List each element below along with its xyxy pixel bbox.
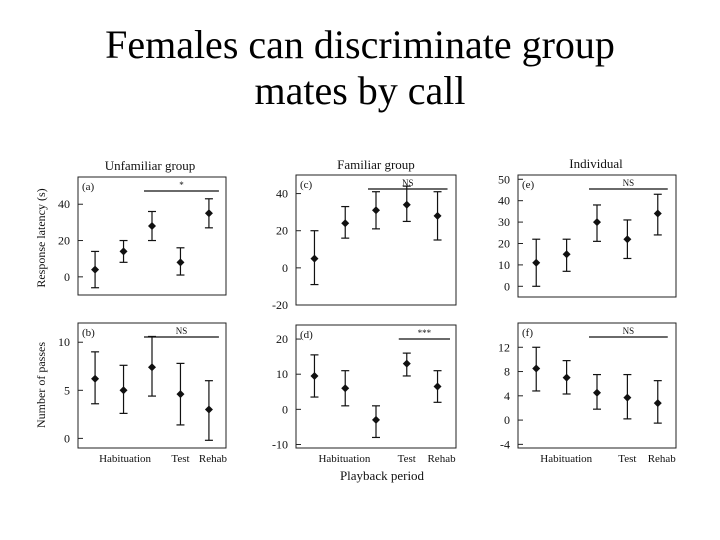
panel-frame-a bbox=[77, 176, 227, 296]
data-point-f-3 bbox=[623, 393, 632, 402]
ytick-label-d-0: -10 bbox=[272, 437, 288, 451]
data-point-e-1 bbox=[562, 250, 571, 259]
ylabel-passes: Number of passes bbox=[34, 342, 48, 428]
data-point-d-1 bbox=[341, 384, 350, 393]
panel-label-f: (f) bbox=[522, 327, 533, 339]
ytick-label-d-1: 0 bbox=[282, 402, 288, 416]
column-title-familiar: Familiar group bbox=[337, 157, 415, 172]
category-label-f-0: Habituation bbox=[540, 453, 592, 465]
ytick-label-f-4: 12 bbox=[498, 340, 510, 354]
panel-label-a: (a) bbox=[82, 181, 95, 193]
data-point-f-2 bbox=[593, 388, 601, 397]
data-point-a-3 bbox=[176, 258, 185, 267]
data-point-b-1 bbox=[119, 386, 128, 395]
category-label-f-4: Rehab bbox=[648, 453, 677, 465]
ytick-label-a-2: 40 bbox=[58, 197, 70, 211]
ytick-label-e-0: 0 bbox=[504, 279, 510, 293]
slide-title-line-1: Females can discriminate group bbox=[105, 22, 615, 67]
data-point-b-2 bbox=[148, 363, 156, 372]
panel-label-b: (b) bbox=[82, 327, 95, 339]
slide-title-line-2: mates by call bbox=[254, 68, 466, 113]
panel-c: (c) -20 0 20 40 NS bbox=[272, 174, 457, 312]
category-label-d-4: Rehab bbox=[427, 453, 456, 465]
category-label-d-3: Test bbox=[398, 453, 416, 465]
data-point-c-1 bbox=[341, 219, 350, 228]
ytick-label-c-3: 40 bbox=[276, 187, 288, 201]
panel-label-c: (c) bbox=[300, 179, 313, 191]
data-point-b-4 bbox=[204, 405, 213, 414]
panel-label-e: (e) bbox=[522, 179, 535, 191]
data-point-c-2 bbox=[372, 206, 380, 215]
data-point-a-1 bbox=[119, 247, 128, 256]
ytick-label-b-2: 10 bbox=[58, 335, 70, 349]
panel-d: (d) -10 0 10 20 *** Habituation Test Rehab bbox=[272, 324, 457, 465]
ytick-label-c-0: -20 bbox=[272, 298, 288, 312]
category-label-b-0: Habituation bbox=[99, 453, 151, 465]
category-label-b-3: Test bbox=[171, 453, 189, 465]
data-point-d-4 bbox=[433, 382, 442, 391]
significance-label-e: NS bbox=[623, 178, 635, 188]
data-point-a-4 bbox=[204, 209, 213, 218]
ytick-label-c-1: 0 bbox=[282, 261, 288, 275]
ytick-label-e-2: 20 bbox=[498, 236, 510, 250]
significance-label-d: *** bbox=[418, 328, 432, 338]
panel-frame-d bbox=[295, 324, 457, 449]
ytick-label-b-1: 5 bbox=[64, 383, 70, 397]
panel-b: (b) 0 5 10 NS Habituation Test Rehab bbox=[58, 322, 228, 465]
data-point-e-2 bbox=[593, 218, 601, 227]
data-point-d-2 bbox=[372, 415, 380, 424]
data-point-e-3 bbox=[623, 235, 632, 244]
slide-title: Females can discriminate group mates by … bbox=[0, 22, 720, 114]
ytick-label-b-0: 0 bbox=[64, 431, 70, 445]
panel-frame-c bbox=[295, 174, 457, 306]
panel-a: (a) 0 20 40 * bbox=[58, 176, 227, 296]
panel-e: (e) 0 10 20 30 40 50 NS bbox=[498, 172, 677, 298]
data-point-f-1 bbox=[562, 373, 571, 382]
data-point-d-3 bbox=[402, 359, 411, 368]
ytick-label-d-3: 20 bbox=[276, 332, 288, 346]
category-label-d-0: Habituation bbox=[318, 453, 370, 465]
data-point-c-0 bbox=[310, 254, 319, 263]
panel-frame-b bbox=[77, 322, 227, 449]
ytick-label-c-2: 20 bbox=[276, 224, 288, 238]
ytick-label-e-3: 30 bbox=[498, 215, 510, 229]
category-label-f-3: Test bbox=[618, 453, 636, 465]
data-point-c-3 bbox=[402, 200, 411, 209]
data-point-d-0 bbox=[310, 371, 319, 380]
panel-frame-e bbox=[517, 174, 677, 298]
ytick-label-a-1: 20 bbox=[58, 234, 70, 248]
data-point-b-3 bbox=[176, 390, 185, 399]
significance-label-a: * bbox=[179, 180, 184, 190]
data-point-a-0 bbox=[91, 265, 100, 274]
data-point-c-4 bbox=[433, 211, 442, 220]
data-point-e-0 bbox=[532, 258, 541, 267]
ytick-label-f-1: 0 bbox=[504, 413, 510, 427]
ylabel-latency: Response latency (s) bbox=[34, 188, 48, 287]
ytick-label-f-3: 8 bbox=[504, 365, 510, 379]
panel-label-d: (d) bbox=[300, 329, 313, 341]
ytick-label-e-5: 50 bbox=[498, 172, 510, 186]
data-point-e-4 bbox=[653, 209, 662, 218]
ytick-label-f-0: -4 bbox=[500, 437, 510, 451]
data-point-b-0 bbox=[91, 374, 100, 383]
data-point-a-2 bbox=[148, 222, 156, 231]
panel-frame-f bbox=[517, 322, 677, 449]
significance-label-f: NS bbox=[623, 326, 635, 336]
panel-f: (f) -4 0 4 8 12 NS Habituation Test Rehab bbox=[498, 322, 677, 465]
significance-label-c: NS bbox=[402, 178, 414, 188]
ytick-label-e-1: 10 bbox=[498, 258, 510, 272]
category-label-b-4: Rehab bbox=[199, 453, 228, 465]
ytick-label-d-2: 10 bbox=[276, 367, 288, 381]
ytick-label-e-4: 40 bbox=[498, 194, 510, 208]
data-point-f-4 bbox=[653, 399, 662, 408]
xlabel-playback: Playback period bbox=[340, 468, 425, 483]
ytick-label-a-0: 0 bbox=[64, 270, 70, 284]
column-title-individual: Individual bbox=[569, 156, 623, 171]
ytick-label-f-2: 4 bbox=[504, 389, 510, 403]
significance-label-b: NS bbox=[176, 326, 188, 336]
data-point-f-0 bbox=[532, 364, 541, 373]
column-title-unfamiliar: Unfamiliar group bbox=[105, 158, 196, 173]
